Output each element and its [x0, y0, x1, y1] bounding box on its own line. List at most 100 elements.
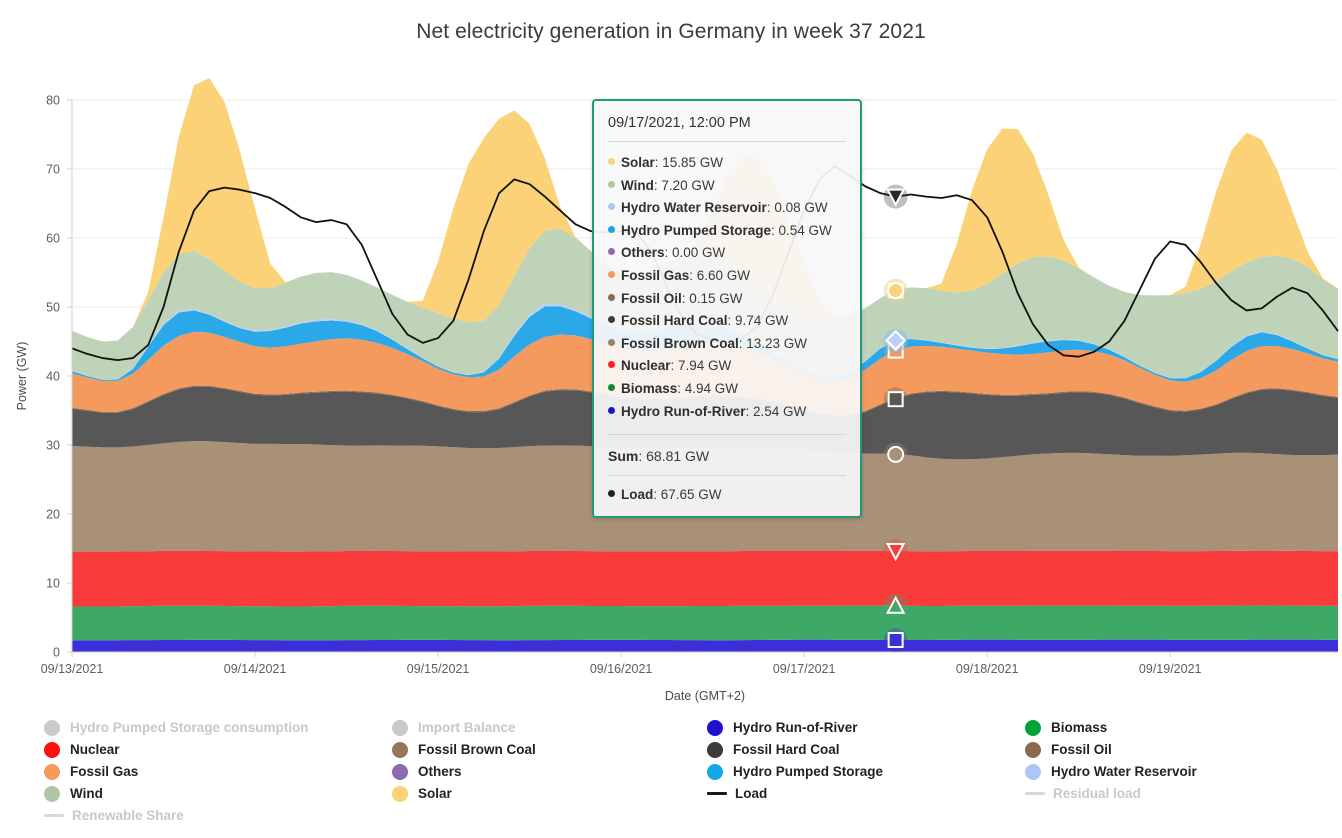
- area-series-hydro-water-reservoir[interactable]: [72, 303, 1338, 380]
- load-color-dot: [608, 490, 615, 498]
- tooltip-series-name: Others: [621, 245, 665, 261]
- legend-item-wind[interactable]: Wind: [44, 784, 392, 803]
- area-series-biomass[interactable]: [72, 605, 1338, 641]
- legend-item-label: Import Balance: [418, 720, 516, 735]
- hover-marker-hydro-run-of-river: [887, 631, 904, 648]
- legend-item-label: Nuclear: [70, 742, 120, 757]
- series-color-dot: [608, 270, 615, 278]
- series-color-dot: [608, 203, 615, 211]
- tooltip-series-row: Fossil Hard Coal : 9.74 GW: [608, 310, 846, 333]
- legend-item-hydro-water-reservoir[interactable]: Hydro Water Reservoir: [1025, 762, 1342, 781]
- legend-item-hydro-pumped-storage[interactable]: Hydro Pumped Storage: [707, 762, 1025, 781]
- tooltip-series-value: : 7.20 GW: [653, 177, 715, 193]
- tooltip-series-value: : 0.00 GW: [664, 245, 726, 261]
- x-axis-tick-label: 09/17/2021: [773, 662, 836, 676]
- legend-item-biomass[interactable]: Biomass: [1025, 718, 1342, 737]
- legend-item-label: Solar: [418, 786, 452, 801]
- legend-item-fossil-hard-coal[interactable]: Fossil Hard Coal: [707, 740, 1025, 759]
- legend-dot-swatch: [392, 785, 408, 802]
- legend-dot-swatch: [1025, 719, 1041, 736]
- tooltip-series-name: Fossil Oil: [621, 290, 682, 306]
- tooltip-series-value: : 0.15 GW: [681, 290, 743, 306]
- area-series-hydro-pumped-storage[interactable]: [72, 306, 1338, 382]
- x-axis-tick-label: 09/19/2021: [1139, 662, 1202, 676]
- tooltip-series-value: : 4.94 GW: [677, 380, 739, 396]
- legend-item-load[interactable]: Load: [707, 784, 1025, 803]
- tooltip-series-name: Fossil Brown Coal: [621, 335, 739, 351]
- legend-item-hydro-pumped-storage-consumption[interactable]: Hydro Pumped Storage consumption: [44, 718, 392, 737]
- tooltip-series-value: : 0.54 GW: [771, 222, 832, 238]
- legend-item-label: Others: [418, 764, 462, 779]
- tooltip-series-value: : 0.08 GW: [766, 200, 828, 216]
- series-color-dot: [608, 383, 615, 391]
- legend-item-label: Residual load: [1053, 786, 1141, 801]
- tooltip-series-value: : 15.85 GW: [654, 155, 724, 170]
- legend-item-label: Fossil Oil: [1051, 742, 1112, 757]
- tooltip-series-row: Fossil Brown Coal : 13.23 GW: [608, 333, 846, 356]
- legend-dot-swatch: [1025, 763, 1041, 780]
- stacked-area-chart[interactable]: 0 10 20 30 40 50 60 70 80 09/13/2021 09/14/2021 09/…: [0, 60, 1342, 710]
- plot-area[interactable]: 0 10 20 30 40 50 60 70 80 09/13/2021 09/14/2021 09/…: [0, 60, 1342, 710]
- tooltip-series-name: Hydro Run-of-River: [621, 403, 746, 419]
- tooltip-load-row: Load : 67.65 GW: [608, 487, 846, 502]
- legend-dot-swatch: [44, 785, 60, 802]
- legend-item-others[interactable]: Others: [392, 762, 707, 781]
- legend-item-renewable-share[interactable]: Renewable Share: [44, 806, 392, 825]
- legend-dot-swatch: [392, 719, 408, 736]
- x-axis-tick-label: 09/14/2021: [224, 662, 287, 676]
- legend-item-residual-load[interactable]: Residual load: [1025, 784, 1342, 803]
- series-color-dot: [608, 361, 615, 369]
- legend-dot-swatch: [44, 719, 60, 736]
- legend-item-label: Hydro Water Reservoir: [1051, 764, 1197, 779]
- chart-legend[interactable]: Hydro Pumped Storage consumption Import B…: [0, 718, 1342, 828]
- y-axis-tick-label: 60: [46, 232, 60, 246]
- legend-dot-swatch: [44, 763, 60, 780]
- legend-line-swatch: [1025, 792, 1045, 795]
- legend-item-label: Load: [735, 786, 768, 801]
- legend-item-fossil-brown-coal[interactable]: Fossil Brown Coal: [392, 740, 707, 759]
- legend-item-nuclear[interactable]: Nuclear: [44, 740, 392, 759]
- hover-marker-nuclear: [885, 542, 906, 562]
- legend-item-label: Hydro Run-of-River: [733, 720, 858, 735]
- x-axis-tick-label: 09/13/2021: [41, 662, 104, 676]
- hover-tooltip: 09/17/2021, 12:00 PM Solar : 15.85 GW Win…: [592, 99, 862, 519]
- legend-item-hydro-run-of-river[interactable]: Hydro Run-of-River: [707, 718, 1025, 737]
- tooltip-series-name: Fossil Hard Coal: [621, 313, 728, 329]
- area-series-nuclear[interactable]: [72, 550, 1338, 607]
- tooltip-series-name: Hydro Pumped Storage: [621, 222, 772, 238]
- tooltip-series-value: : 7.94 GW: [670, 358, 732, 374]
- tooltip-series-row: Nuclear : 7.94 GW: [608, 355, 846, 378]
- y-axis-tick-label: 50: [46, 301, 60, 315]
- legend-item-label: Fossil Hard Coal: [733, 742, 840, 757]
- legend-item-label: Hydro Pumped Storage: [733, 764, 884, 779]
- legend-item-solar[interactable]: Solar: [392, 784, 707, 803]
- tooltip-series-value: : 6.60 GW: [689, 267, 751, 283]
- area-series-solar[interactable]: [72, 78, 1338, 342]
- legend-item-fossil-oil[interactable]: Fossil Oil: [1025, 740, 1342, 759]
- tooltip-series-row: Hydro Water Reservoir : 0.08 GW: [608, 197, 846, 220]
- tooltip-series-row: Hydro Pumped Storage : 0.54 GW: [608, 220, 846, 243]
- tooltip-series-row: Biomass : 4.94 GW: [608, 378, 846, 401]
- legend-item-fossil-gas[interactable]: Fossil Gas: [44, 762, 392, 781]
- y-axis-tick-label: 80: [46, 94, 60, 108]
- tooltip-series-list: Solar : 15.85 GW Wind : 7.20 GW Hydro Wate…: [608, 152, 846, 423]
- legend-item-label: Wind: [70, 786, 103, 801]
- y-axis-tick-label: 10: [46, 577, 60, 591]
- legend-item-import-balance[interactable]: Import Balance: [392, 718, 707, 737]
- legend-item-label: Biomass: [1051, 720, 1108, 735]
- tooltip-series-row: Solar : 15.85 GW: [608, 152, 846, 175]
- hover-marker-hydro-water-reservoir: [885, 329, 907, 351]
- hover-marker-fossil-hard-coal: [887, 391, 904, 408]
- y-axis-tick-label: 40: [46, 370, 60, 384]
- legend-item-label: Renewable Share: [72, 808, 184, 823]
- tooltip-divider-bottom: [608, 475, 846, 477]
- series-color-dot: [608, 248, 615, 256]
- area-series-hydro-run-of-river[interactable]: [72, 639, 1338, 652]
- tooltip-series-value: : 9.74 GW: [727, 313, 789, 329]
- tooltip-sum-label: Sum: [608, 448, 639, 465]
- hover-markers: [883, 184, 908, 652]
- tooltip-series-name: Wind: [621, 177, 654, 193]
- tooltip-load-value: : 67.65 GW: [653, 487, 722, 503]
- legend-dot-swatch: [44, 741, 60, 758]
